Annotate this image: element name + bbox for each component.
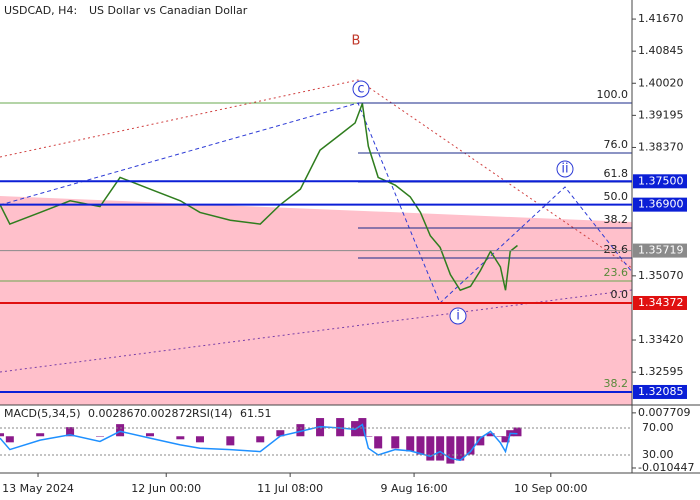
macd-value: 0.002867	[88, 407, 141, 420]
y-tick-label: 1.41670	[638, 12, 684, 25]
price-box	[633, 197, 687, 212]
macd-label: MACD(5,34,5)	[4, 407, 81, 420]
macd-bar	[456, 436, 465, 461]
wave-circle	[352, 80, 370, 98]
price-box	[633, 243, 687, 258]
macd-bar	[95, 436, 104, 437]
macd-bar	[36, 433, 45, 437]
macd-bar	[336, 418, 345, 437]
macd-bar	[364, 436, 373, 437]
green-fib-label: 38.2	[604, 377, 629, 390]
macd-bar	[501, 436, 510, 443]
y-tick-label: 1.35070	[638, 269, 684, 282]
price-box	[633, 295, 687, 310]
signal-value: 0.002872	[140, 407, 193, 420]
price-box-label: 1.35719	[638, 244, 684, 257]
price-box-label: 1.34372	[638, 296, 684, 309]
macd-bar	[145, 433, 154, 437]
fib-label: 61.8	[604, 167, 629, 180]
macd-bar	[296, 424, 305, 437]
macd-bar	[406, 436, 415, 452]
wave-label: c	[357, 82, 364, 97]
rsi-tick-label: 70.00	[642, 421, 674, 434]
macd-bar	[426, 436, 435, 461]
channel-line	[0, 79, 633, 269]
price-box-label: 1.37500	[638, 174, 684, 187]
wave-circle	[449, 307, 467, 325]
macd-bar	[446, 436, 455, 464]
y-tick-label: 1.40020	[638, 76, 684, 89]
x-tick-label: 9 Aug 16:00	[380, 482, 447, 495]
wave-label: i	[456, 309, 460, 324]
macd-bar	[256, 436, 265, 443]
macd-tick-label: -0.010447	[638, 461, 694, 474]
macd-bar	[391, 436, 400, 449]
green-fib-label: 23.6	[604, 266, 629, 279]
symbol: USDCAD, H4:	[4, 4, 77, 17]
macd-bar	[513, 427, 522, 437]
macd-bar	[226, 436, 235, 446]
macd-bar	[374, 436, 383, 449]
macd-bar	[116, 424, 125, 437]
y-tick-label: 1.40845	[638, 44, 684, 57]
rsi-value: 61.51	[240, 407, 272, 420]
y-tick-label: 1.39195	[638, 108, 684, 121]
macd-bar	[195, 436, 204, 443]
zone	[0, 196, 632, 405]
macd-bar	[276, 430, 285, 437]
price-box	[633, 174, 687, 189]
macd-bar	[476, 436, 485, 446]
x-tick-label: 11 Jul 08:00	[257, 482, 323, 495]
rsi-tick-label: 30.00	[642, 448, 674, 461]
y-tick-label: 1.33420	[638, 333, 684, 346]
price-box-label: 1.32085	[638, 385, 684, 398]
macd-bar	[486, 433, 495, 437]
fib-label: 100.0	[597, 88, 629, 101]
macd-bar	[66, 427, 75, 437]
macd-bar	[496, 436, 505, 437]
rsi-label: RSI(14)	[192, 407, 232, 420]
fib-label: 23.6	[604, 243, 629, 256]
macd-tick-label: 0.007709	[638, 406, 691, 419]
wave-circle	[556, 160, 574, 178]
price-box	[633, 384, 687, 399]
fib-label: 0.0	[611, 288, 629, 301]
price-box-label: 1.36900	[638, 198, 684, 211]
description: US Dollar vs Canadian Dollar	[89, 4, 248, 17]
x-tick-label: 10 Sep 00:00	[514, 482, 587, 495]
macd-bar	[466, 436, 475, 455]
y-tick-label: 1.32595	[638, 365, 684, 378]
macd-bar	[436, 436, 445, 461]
wave-label: ii	[561, 162, 568, 177]
fib-label: 50.0	[604, 190, 629, 203]
macd-bar	[0, 433, 4, 437]
macd-bar	[5, 436, 14, 443]
macd-bar	[416, 436, 425, 455]
wave-label: B	[352, 34, 361, 49]
x-tick-label: 12 Jun 00:00	[131, 482, 201, 495]
x-tick-label: 13 May 2024	[2, 482, 74, 495]
macd-bar	[176, 436, 185, 440]
fib-label: 76.0	[604, 138, 629, 151]
rsi-line	[0, 423, 518, 462]
y-tick-label: 1.38370	[638, 140, 684, 153]
fib-label: 38.2	[604, 213, 629, 226]
